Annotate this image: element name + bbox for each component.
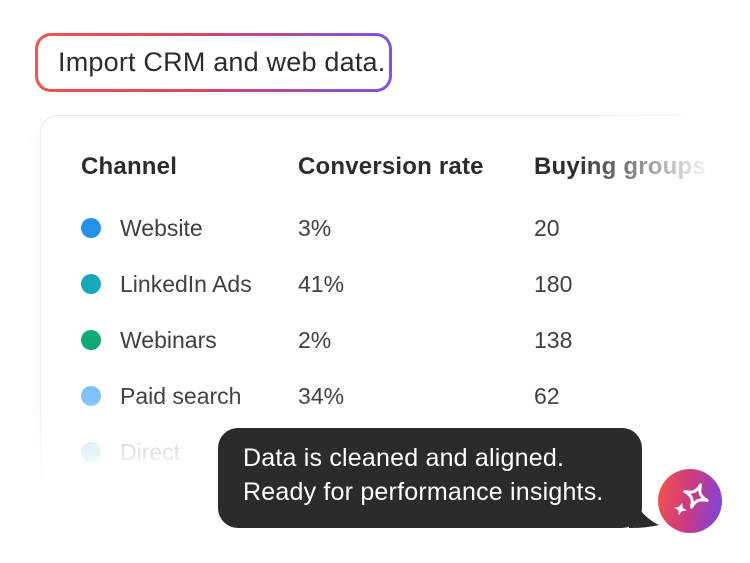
channel-dot	[81, 386, 101, 406]
buying-groups-value: 138	[534, 326, 573, 353]
channel-cell: LinkedIn Ads	[81, 271, 298, 298]
buying-groups-value: 20	[534, 214, 560, 241]
channel-label: Paid search	[120, 382, 242, 409]
conversion-rate-value: 3%	[298, 214, 332, 241]
prompt-chip[interactable]: Import CRM and web data.	[35, 33, 392, 92]
table-row: Website 3% 20	[81, 200, 750, 256]
table-row: Paid search 34% 62	[81, 368, 750, 424]
channel-dot	[81, 330, 101, 350]
column-header-conversion-rate: Conversion rate	[298, 153, 484, 180]
channel-cell: Webinars	[81, 327, 298, 354]
prompt-chip-inner: Import CRM and web data.	[38, 36, 389, 89]
channel-label: LinkedIn Ads	[120, 270, 252, 297]
conversion-rate-value: 41%	[298, 270, 345, 297]
buying-groups-value: 180	[534, 270, 573, 297]
conversion-rate-value: 34%	[298, 382, 345, 409]
table-row: Webinars 2% 138	[81, 312, 750, 368]
assistant-message-line1: Data is cleaned and aligned.	[243, 444, 565, 472]
channel-dot	[81, 218, 101, 238]
conversion-rate-value: 2%	[298, 326, 332, 353]
buying-groups-value: 62	[534, 382, 560, 409]
column-header-buying-groups: Buying groups	[534, 153, 706, 180]
channel-label: Webinars	[120, 326, 217, 353]
assistant-message-bubble: Data is cleaned and aligned. Ready for p…	[218, 428, 659, 528]
channel-dot	[81, 274, 101, 294]
prompt-chip-text: Import CRM and web data.	[58, 47, 386, 77]
assistant-message-line2: Ready for performance insights.	[243, 478, 604, 506]
table-row: LinkedIn Ads 41% 180	[81, 256, 750, 312]
bubble-tail	[629, 494, 659, 528]
table-header-row: Channel Conversion rate Buying groups	[81, 152, 750, 182]
channel-dot	[81, 442, 101, 462]
ai-assistant-button[interactable]	[658, 469, 722, 533]
channel-cell: Website	[81, 215, 298, 242]
channel-label: Direct	[120, 438, 181, 465]
channel-cell: Paid search	[81, 383, 298, 410]
sparkle-icon	[674, 483, 709, 515]
channel-label: Website	[120, 214, 203, 241]
column-header-channel: Channel	[81, 153, 178, 180]
